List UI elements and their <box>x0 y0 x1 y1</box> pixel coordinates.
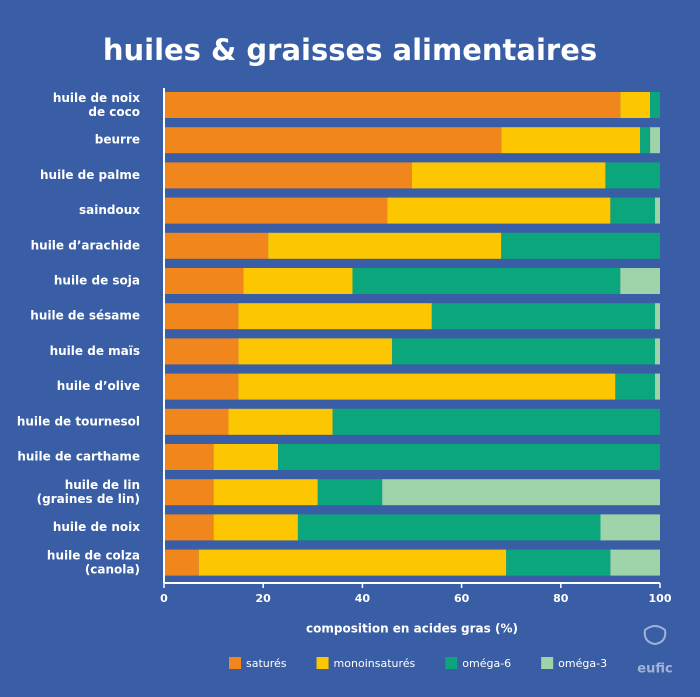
bar-segment <box>213 444 279 470</box>
y-tick-label: huile de sésame <box>30 309 140 323</box>
x-tick-label: 0 <box>160 592 168 605</box>
logo: eufic <box>637 625 673 677</box>
bar-segment <box>650 92 660 118</box>
y-tick-label: huile de noix <box>53 520 140 534</box>
y-tick-label: huile de soja <box>54 274 140 288</box>
bar-segment <box>655 303 660 330</box>
bar-segment <box>228 408 333 435</box>
bar-segment <box>501 127 641 154</box>
bar-segment <box>352 268 621 294</box>
legend-label: monoinsaturés <box>334 657 416 670</box>
bar-segment <box>164 232 269 259</box>
logo-text: eufic <box>637 662 672 677</box>
bar-segment <box>278 444 660 470</box>
bar-segment <box>387 197 611 224</box>
y-tick-label: huile de carthame <box>17 450 140 464</box>
y-tick-label: huile de tournesol <box>17 414 140 428</box>
bar-segment <box>164 479 214 506</box>
bar-segment <box>164 197 388 224</box>
bar-segment <box>620 92 651 118</box>
bar-segment <box>610 197 656 224</box>
bar-segment <box>164 92 621 118</box>
bar-segment <box>164 373 239 400</box>
legend-swatch <box>316 657 329 669</box>
bar-segment <box>243 268 353 294</box>
y-tick-label: huile de noix de coco <box>53 91 140 119</box>
y-tick-label: beurre <box>95 133 140 147</box>
bar-segment <box>392 338 656 365</box>
bar-segment <box>164 127 502 154</box>
y-tick-label: huile d’olive <box>57 379 140 393</box>
x-tick-label: 80 <box>553 592 569 605</box>
x-tick-label: 60 <box>454 592 470 605</box>
bar-segment <box>213 479 318 506</box>
bar-segment <box>600 514 660 541</box>
bar-segment <box>164 268 244 294</box>
bar-segment <box>164 303 239 330</box>
bar-segment <box>605 162 660 189</box>
bar-segment <box>610 549 660 576</box>
legend-swatch <box>445 657 458 669</box>
bar-segment <box>332 408 660 435</box>
y-tick-label: saindoux <box>79 203 140 217</box>
bar-segment <box>238 303 432 330</box>
bar-segment <box>198 549 507 576</box>
legend-swatch <box>229 657 241 669</box>
bar-segment <box>650 127 660 154</box>
y-tick-label: huile de lin (graines de lin) <box>37 478 140 506</box>
bar-segment <box>501 232 660 259</box>
chart-title: huiles & graisses alimentaires <box>103 33 597 67</box>
bar-segment <box>655 373 660 400</box>
bar-segment <box>655 338 660 365</box>
y-tick-label: huile de palme <box>40 168 140 182</box>
bar-segment <box>238 338 393 365</box>
bar-segment <box>164 514 214 541</box>
bar-segment <box>213 514 298 541</box>
y-tick-label: huile d’arachide <box>31 238 140 252</box>
bar-segment <box>655 197 660 224</box>
bar-segment <box>164 444 214 470</box>
legend-label: oméga-3 <box>558 657 607 670</box>
y-tick-label: huile de maïs <box>50 344 140 358</box>
bar-segment <box>268 232 502 259</box>
x-tick-label: 40 <box>355 592 371 605</box>
x-tick-label: 20 <box>256 592 272 605</box>
bar-segment <box>238 373 616 400</box>
bar-segment <box>620 268 660 294</box>
logo-icon <box>643 625 667 646</box>
legend-label: saturés <box>246 657 287 670</box>
bar-segment <box>164 338 239 365</box>
x-tick-label: 100 <box>649 592 672 605</box>
bar-segment <box>164 408 229 435</box>
bar-segment <box>506 549 611 576</box>
bar-segment <box>164 549 199 576</box>
bar-segment <box>382 479 660 506</box>
bar-segment <box>431 303 656 330</box>
bar-segment <box>640 127 651 154</box>
bar-segment <box>164 162 412 189</box>
legend-label: oméga-6 <box>462 657 511 670</box>
bar-segment <box>412 162 606 189</box>
y-tick-label: huile de colza (canola) <box>47 548 140 576</box>
legend-swatch <box>541 657 554 669</box>
bar-segment <box>317 479 383 506</box>
x-axis-label: composition en acides gras (%) <box>306 622 518 636</box>
bar-segment <box>297 514 601 541</box>
bar-segment <box>615 373 656 400</box>
